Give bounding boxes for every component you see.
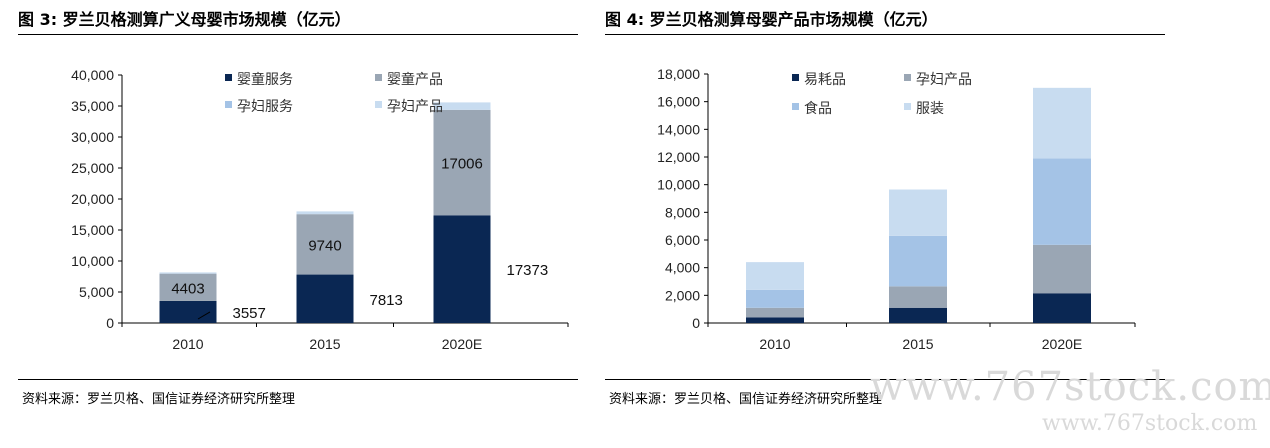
data-label: 17373 xyxy=(507,262,549,279)
y-tick-label: 6,000 xyxy=(665,232,700,248)
figure-3-source: 资料来源：罗兰贝格、国信证券经济研究所整理 xyxy=(22,392,296,407)
title-rule xyxy=(18,34,578,35)
legend-swatch xyxy=(792,74,799,81)
figure-4-panel: 图 4: 罗兰贝格测算母婴产品市场规模（亿元） 0 2,000 4,000 6,000… xyxy=(605,0,1170,448)
data-label: 3557 xyxy=(233,305,266,322)
source-rule xyxy=(605,379,1165,380)
bar-2010-1 xyxy=(746,307,804,318)
bar-2010-3 xyxy=(159,272,217,274)
legend-label: 服装 xyxy=(916,101,944,117)
x-tick-label: 2015 xyxy=(902,336,933,352)
data-label: 9740 xyxy=(308,237,341,254)
y-tick-label: 10,000 xyxy=(657,177,700,193)
y-tick-label: 0 xyxy=(692,315,700,331)
watermark: www.767stock.com xyxy=(870,364,1270,410)
legend-label: 婴童产品 xyxy=(387,71,443,88)
y-tick-label: 5,000 xyxy=(79,284,114,300)
bar-2010-1 xyxy=(159,273,217,301)
source-rule xyxy=(18,379,578,380)
y-tick-label: 35,000 xyxy=(71,98,114,114)
bar-2010-0 xyxy=(746,317,804,323)
bar-2010-0 xyxy=(159,300,217,323)
y-tick-label: 14,000 xyxy=(657,121,700,137)
data-label: 17006 xyxy=(441,156,483,173)
figure-3-title: 图 3: 罗兰贝格测算广义母婴市场规模（亿元） xyxy=(18,10,351,29)
figure-3-panel: 图 3: 罗兰贝格测算广义母婴市场规模（亿元） 0 5,000 10,000 15,0… xyxy=(18,0,583,448)
bar-2020E-0 xyxy=(1033,293,1091,323)
legend-swatch xyxy=(375,101,382,108)
bar-2015-1 xyxy=(296,214,354,275)
y-tick-label: 2,000 xyxy=(665,287,700,303)
figure-4-source: 资料来源：罗兰贝格、国信证券经济研究所整理 xyxy=(609,392,883,407)
bar-2015-3 xyxy=(889,189,947,236)
legend-swatch xyxy=(904,103,911,110)
legend-label: 婴童服务 xyxy=(237,71,293,88)
legend-swatch xyxy=(792,103,799,110)
x-tick-label: 2015 xyxy=(309,336,340,352)
y-tick-label: 25,000 xyxy=(71,160,114,176)
y-tick-label: 8,000 xyxy=(665,204,700,220)
bar-2020E-0 xyxy=(433,215,491,323)
legend-label: 孕妇产品 xyxy=(387,98,443,115)
y-tick-label: 12,000 xyxy=(657,149,700,165)
label-leader-line xyxy=(197,311,211,320)
y-tick-label: 4,000 xyxy=(665,260,700,276)
x-tick-label: 2020E xyxy=(442,336,482,352)
data-label: 4403 xyxy=(171,280,204,297)
y-tick-label: 18,000 xyxy=(657,66,700,82)
legend-swatch xyxy=(375,74,382,81)
bar-2020E-3 xyxy=(1033,87,1091,159)
y-tick-label: 16,000 xyxy=(657,94,700,110)
bar-2020E-2 xyxy=(1033,158,1091,245)
legend-label: 食品 xyxy=(804,100,832,117)
legend-label: 孕妇服务 xyxy=(237,98,293,115)
figure-4-chart: 0 2,000 4,000 6,000 8,000 10,000 12,000 14,000 1… xyxy=(657,66,1136,352)
bar-2015-2 xyxy=(889,235,947,287)
figure-3-chart: 0 5,000 10,000 15,000 20,000 25,000 30,000 35,0… xyxy=(71,67,569,352)
y-tick-label: 30,000 xyxy=(71,129,114,145)
bar-2020E-3 xyxy=(433,102,491,110)
y-tick-label: 0 xyxy=(106,315,114,331)
legend-swatch xyxy=(225,74,232,81)
legend-label: 易耗品 xyxy=(804,72,846,88)
y-tick-label: 40,000 xyxy=(71,67,114,83)
bar-2020E-1 xyxy=(1033,244,1091,294)
legend-swatch xyxy=(225,101,232,108)
bar-2010-2 xyxy=(746,289,804,308)
x-tick-label: 2020E xyxy=(1042,336,1082,352)
legend-swatch xyxy=(904,74,911,81)
x-tick-label: 2010 xyxy=(759,336,790,352)
title-rule xyxy=(605,34,1165,35)
bar-2015-0 xyxy=(889,307,947,323)
bar-2020E-1 xyxy=(433,109,491,216)
y-tick-label: 10,000 xyxy=(71,253,114,269)
bar-2015-1 xyxy=(889,286,947,308)
figure-4-title: 图 4: 罗兰贝格测算母婴产品市场规模（亿元） xyxy=(605,10,938,29)
legend-label: 孕妇产品 xyxy=(916,71,972,88)
y-tick-label: 15,000 xyxy=(71,222,114,238)
watermark-small: www.767stock.com xyxy=(1042,411,1258,436)
bar-2015-3 xyxy=(296,211,354,215)
x-tick-label: 2010 xyxy=(172,336,203,352)
bar-2010-3 xyxy=(746,262,804,290)
y-tick-label: 20,000 xyxy=(71,191,114,207)
bar-2015-0 xyxy=(296,274,354,323)
data-label: 7813 xyxy=(370,292,403,309)
